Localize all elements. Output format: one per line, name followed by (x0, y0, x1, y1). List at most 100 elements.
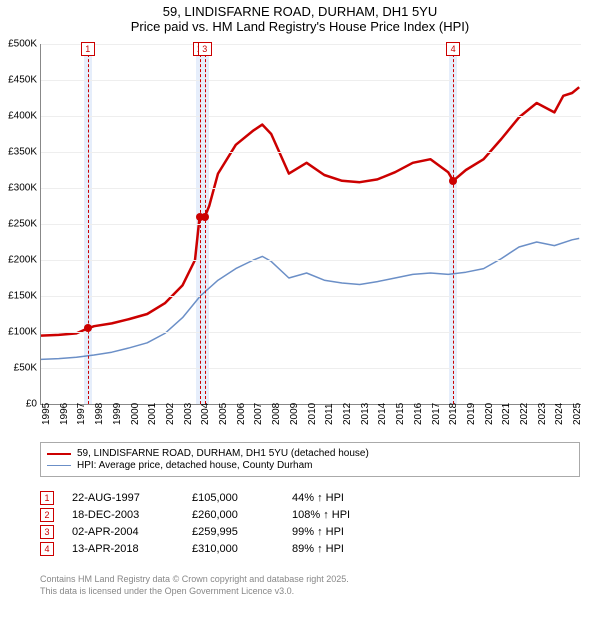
x-axis-label: 2023 (537, 403, 548, 425)
x-axis-label: 2018 (448, 403, 459, 425)
y-axis-label: £50K (1, 363, 37, 374)
gridline (41, 188, 581, 189)
y-axis-label: £500K (1, 39, 37, 50)
x-axis-label: 1997 (76, 403, 87, 425)
legend-box: 59, LINDISFARNE ROAD, DURHAM, DH1 5YU (d… (40, 442, 580, 477)
sale-number-box: 1 (40, 491, 54, 505)
sale-number-box: 2 (40, 508, 54, 522)
footer-line2: This data is licensed under the Open Gov… (40, 586, 349, 598)
x-axis-label: 2019 (466, 403, 477, 425)
x-axis-label: 2011 (324, 403, 335, 425)
x-axis-label: 2009 (289, 403, 300, 425)
x-axis-label: 1995 (41, 403, 52, 425)
gridline (41, 296, 581, 297)
gridline (41, 368, 581, 369)
gridline (41, 332, 581, 333)
y-axis-label: £0 (1, 399, 37, 410)
x-axis-label: 2013 (360, 403, 371, 425)
sale-row: 4 13-APR-2018£310,00089% ↑ HPI (40, 542, 392, 556)
legend-label: 59, LINDISFARNE ROAD, DURHAM, DH1 5YU (d… (77, 448, 369, 459)
gridline (41, 116, 581, 117)
sale-hpi: 99% ↑ HPI (292, 526, 392, 538)
x-axis-label: 2016 (413, 403, 424, 425)
sale-marker-line (88, 44, 89, 404)
x-axis-label: 2024 (554, 403, 565, 425)
x-axis-label: 1999 (112, 403, 123, 425)
x-axis-label: 2014 (377, 403, 388, 425)
x-axis-label: 2025 (572, 403, 583, 425)
sale-price: £260,000 (192, 509, 292, 521)
sale-marker-dot (449, 177, 457, 185)
footer-attribution: Contains HM Land Registry data © Crown c… (40, 574, 349, 597)
x-axis-label: 2006 (236, 403, 247, 425)
x-axis-label: 2022 (519, 403, 530, 425)
sale-number-box: 4 (40, 542, 54, 556)
sale-marker-line (205, 44, 206, 404)
x-axis-label: 2017 (431, 403, 442, 425)
sale-hpi: 108% ↑ HPI (292, 509, 392, 521)
sale-marker-number: 1 (81, 42, 95, 56)
x-axis-label: 2015 (395, 403, 406, 425)
legend-item: HPI: Average price, detached house, Coun… (47, 460, 573, 471)
y-axis-label: £450K (1, 75, 37, 86)
gridline (41, 224, 581, 225)
sale-price: £259,995 (192, 526, 292, 538)
sale-row: 3 02-APR-2004£259,99599% ↑ HPI (40, 525, 392, 539)
sale-marker-dot (201, 213, 209, 221)
sale-marker-line (200, 44, 201, 404)
sale-hpi: 44% ↑ HPI (292, 492, 392, 504)
sale-date: 22-AUG-1997 (72, 492, 192, 504)
sale-marker-number: 3 (198, 42, 212, 56)
y-axis-label: £400K (1, 111, 37, 122)
chart-container: 59, LINDISFARNE ROAD, DURHAM, DH1 5YU Pr… (0, 0, 600, 620)
y-axis-label: £250K (1, 219, 37, 230)
x-axis-label: 2003 (183, 403, 194, 425)
sale-row: 2 18-DEC-2003£260,000108% ↑ HPI (40, 508, 392, 522)
y-axis-label: £100K (1, 327, 37, 338)
x-axis-label: 1996 (59, 403, 70, 425)
gridline (41, 44, 581, 45)
sales-table: 1 22-AUG-1997£105,00044% ↑ HPI 2 18-DEC-200… (40, 488, 392, 559)
x-axis-label: 2001 (147, 403, 158, 425)
x-axis-label: 2020 (484, 403, 495, 425)
x-axis-label: 2005 (218, 403, 229, 425)
sale-number-box: 3 (40, 525, 54, 539)
sale-marker-line (453, 44, 454, 404)
x-axis-label: 2007 (253, 403, 264, 425)
legend-swatch (47, 453, 71, 455)
title-block: 59, LINDISFARNE ROAD, DURHAM, DH1 5YU Pr… (0, 0, 600, 34)
y-axis-label: £300K (1, 183, 37, 194)
chart-area: £0£50K£100K£150K£200K£250K£300K£350K£400… (40, 44, 581, 405)
title-address: 59, LINDISFARNE ROAD, DURHAM, DH1 5YU (0, 4, 600, 19)
x-axis-label: 2000 (130, 403, 141, 425)
sale-date: 18-DEC-2003 (72, 509, 192, 521)
x-axis-label: 2012 (342, 403, 353, 425)
series-line (41, 87, 579, 335)
gridline (41, 260, 581, 261)
sale-price: £310,000 (192, 543, 292, 555)
x-axis-label: 2004 (200, 403, 211, 425)
legend-item: 59, LINDISFARNE ROAD, DURHAM, DH1 5YU (d… (47, 448, 573, 459)
series-line (41, 238, 579, 359)
title-subtitle: Price paid vs. HM Land Registry's House … (0, 19, 600, 34)
sale-marker-dot (84, 324, 92, 332)
y-axis-label: £200K (1, 255, 37, 266)
x-axis-label: 1998 (94, 403, 105, 425)
x-axis-label: 2010 (307, 403, 318, 425)
sale-date: 13-APR-2018 (72, 543, 192, 555)
x-axis-label: 2002 (165, 403, 176, 425)
sale-price: £105,000 (192, 492, 292, 504)
y-axis-label: £350K (1, 147, 37, 158)
legend-label: HPI: Average price, detached house, Coun… (77, 460, 313, 471)
footer-line1: Contains HM Land Registry data © Crown c… (40, 574, 349, 586)
gridline (41, 80, 581, 81)
x-axis-label: 2021 (501, 403, 512, 425)
sale-date: 02-APR-2004 (72, 526, 192, 538)
x-axis-label: 2008 (271, 403, 282, 425)
gridline (41, 152, 581, 153)
sale-row: 1 22-AUG-1997£105,00044% ↑ HPI (40, 491, 392, 505)
legend-swatch (47, 465, 71, 466)
y-axis-label: £150K (1, 291, 37, 302)
sale-hpi: 89% ↑ HPI (292, 543, 392, 555)
sale-marker-number: 4 (446, 42, 460, 56)
